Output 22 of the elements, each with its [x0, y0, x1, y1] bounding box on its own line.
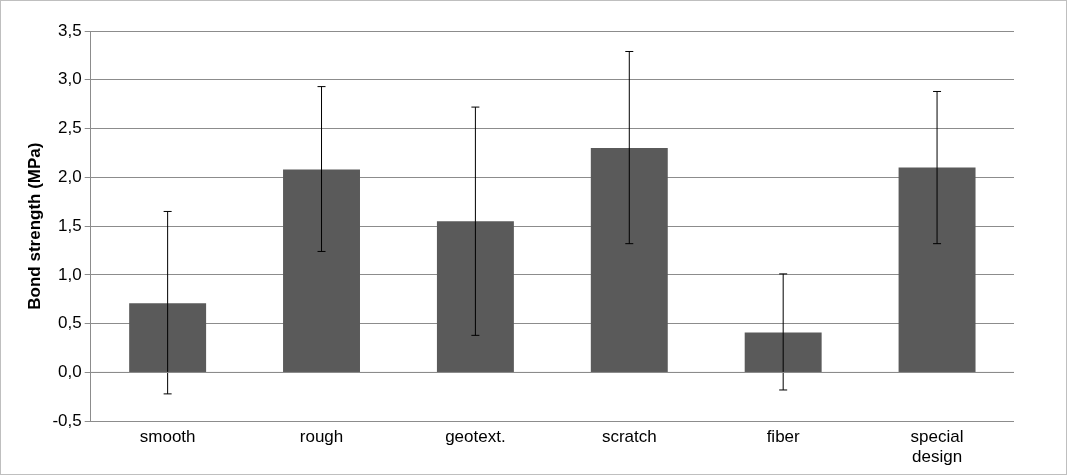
- bar: [898, 167, 976, 372]
- bar: [744, 332, 822, 372]
- y-tick-label: -0,5: [52, 410, 82, 430]
- y-tick-label: 0,0: [58, 362, 82, 382]
- y-tick-label: 2,0: [58, 167, 82, 187]
- bar: [129, 303, 207, 372]
- y-tick-label: 3,5: [58, 20, 82, 40]
- y-tick-label: 1,5: [58, 215, 82, 235]
- y-axis-title: Bond strength (MPa): [24, 142, 44, 310]
- x-tick-label: rough: [299, 427, 344, 447]
- y-tick-label: 1,0: [58, 264, 82, 284]
- x-tick-label: scratch: [601, 427, 657, 447]
- y-tick-label: 2,5: [58, 118, 82, 138]
- x-tick-label: fiber: [766, 427, 801, 447]
- y-tick-label: 3,0: [58, 69, 82, 89]
- bar: [590, 148, 668, 372]
- bar: [436, 221, 514, 372]
- x-tick-label: geotext.: [445, 427, 506, 447]
- y-tick-label: 0,5: [58, 313, 82, 333]
- x-tick-label: special design: [910, 427, 964, 467]
- bar: [283, 169, 360, 372]
- x-tick-label: smooth: [139, 427, 196, 447]
